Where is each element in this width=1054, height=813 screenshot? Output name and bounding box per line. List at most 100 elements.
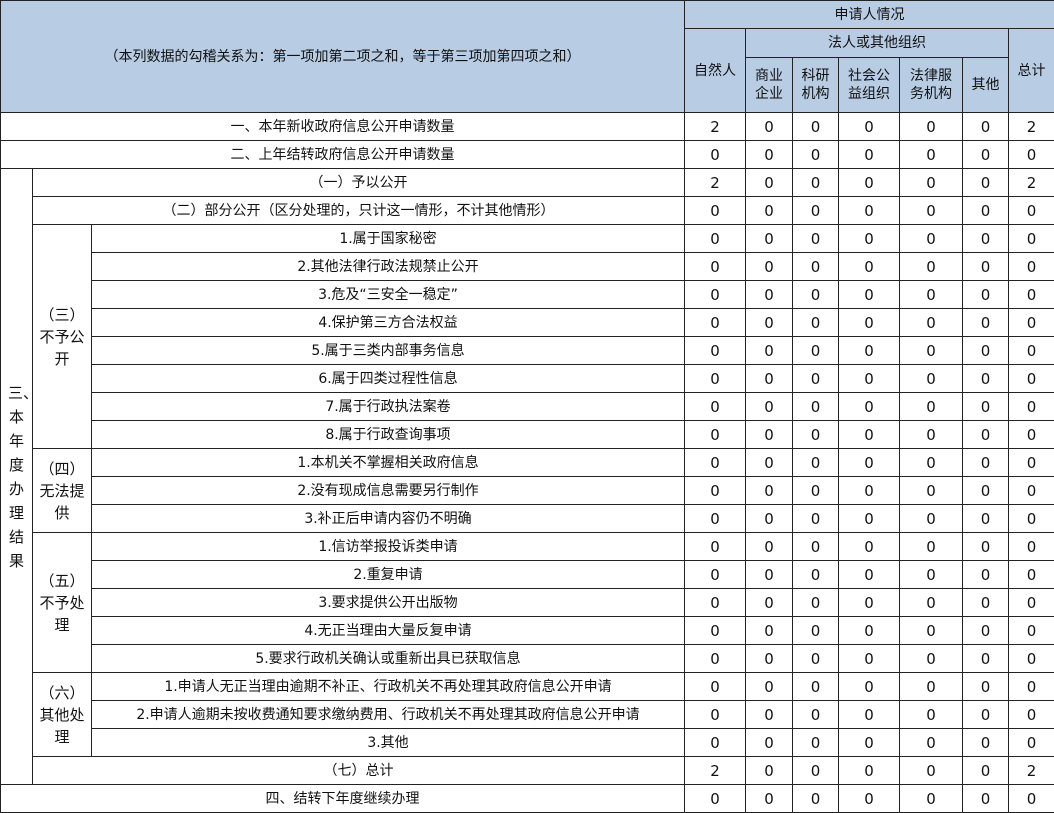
value-cell: 0	[838, 140, 900, 169]
value-cell: 2	[684, 756, 746, 785]
value-cell: 0	[684, 588, 746, 617]
value-cell: 0	[745, 616, 793, 645]
table-row: （三）不予公开 1.属于国家秘密 0 0 0 0 0 0 0	[1, 224, 1054, 449]
value-cell: 0	[1007, 644, 1054, 673]
value-cell: 0	[1007, 672, 1054, 701]
value-cell: 0	[962, 672, 1009, 701]
value-cell: 0	[684, 504, 746, 533]
value-cell: 0	[792, 168, 839, 197]
value-cell: 0	[899, 280, 963, 309]
value-cell: 0	[1007, 784, 1054, 813]
value-cell: 0	[838, 700, 900, 729]
value-cell: 0	[1007, 448, 1054, 477]
value-cell: 0	[792, 532, 839, 561]
value-cell: 0	[962, 644, 1009, 673]
value-cell: 0	[745, 196, 793, 225]
value-cell: 0	[792, 420, 839, 449]
value-cell: 0	[745, 644, 793, 673]
value-cell: 0	[838, 308, 900, 337]
value-cell: 0	[838, 784, 900, 813]
row-label: （二）部分公开（区分处理的，只计这一情形，不计其他情形）	[32, 196, 685, 225]
value-cell: 0	[792, 728, 839, 757]
value-cell: 0	[899, 224, 963, 253]
value-cell: 0	[745, 280, 793, 309]
value-cell: 0	[1007, 588, 1054, 617]
row-label: 2.重复申请	[91, 560, 685, 589]
value-cell: 0	[899, 672, 963, 701]
row-label: 3.要求提供公开出版物	[91, 588, 685, 617]
row-label: （一）予以公开	[32, 168, 685, 197]
value-cell: 0	[899, 476, 963, 505]
value-cell: 0	[899, 700, 963, 729]
value-cell: 0	[962, 476, 1009, 505]
value-cell: 0	[962, 700, 1009, 729]
value-cell: 0	[792, 616, 839, 645]
table-row: 3.危及“三安全一稳定” 0 0 0 0 0 0 0	[1, 280, 1054, 309]
value-cell: 0	[899, 532, 963, 561]
table-row: （六）其他处理 1.申请人无正当理由逾期不补正、行政机关不再处理其政府信息公开申请…	[1, 672, 1054, 757]
table-row: 7.属于行政执法案卷 0 0 0 0 0 0 0	[1, 392, 1054, 421]
group-label: （五）不予处理	[32, 532, 92, 673]
value-cell: 0	[792, 644, 839, 673]
table-row: 2.申请人逾期未按收费通知要求缴纳费用、行政机关不再处理其政府信息公开申请 0 0 0…	[1, 700, 1054, 729]
value-cell: 0	[899, 784, 963, 813]
value-cell: 0	[745, 700, 793, 729]
value-cell: 0	[1007, 364, 1054, 393]
value-cell: 0	[1007, 252, 1054, 281]
value-cell: 0	[962, 728, 1009, 757]
value-cell: 0	[684, 196, 746, 225]
group-label: （六）其他处理	[32, 672, 92, 757]
value-cell: 0	[684, 672, 746, 701]
value-cell: 0	[962, 784, 1009, 813]
value-cell: 0	[899, 560, 963, 589]
value-cell: 0	[745, 504, 793, 533]
value-cell: 0	[838, 196, 900, 225]
group-label: （四）无法提供	[32, 448, 92, 533]
value-cell: 0	[792, 448, 839, 477]
value-cell: 0	[962, 504, 1009, 533]
value-cell: 0	[899, 196, 963, 225]
value-cell: 0	[962, 392, 1009, 421]
value-cell: 0	[899, 252, 963, 281]
value-cell: 0	[899, 448, 963, 477]
value-cell: 0	[745, 672, 793, 701]
value-cell: 0	[684, 140, 746, 169]
value-cell: 0	[899, 112, 963, 141]
value-cell: 0	[745, 756, 793, 785]
table-row: 5.要求行政机关确认或重新出具已获取信息 0 0 0 0 0 0 0	[1, 644, 1054, 673]
row-label: 2.申请人逾期未按收费通知要求缴纳费用、行政机关不再处理其政府信息公开申请	[91, 700, 685, 729]
row-label: 6.属于四类过程性信息	[91, 364, 685, 393]
value-cell: 0	[899, 728, 963, 757]
table-row: （四）无法提供 1.本机关不掌握相关政府信息 0 0 0 0 0 0 0	[1, 448, 1054, 533]
row-label: 四、结转下年度继续办理	[0, 784, 685, 813]
row-label: 1.信访举报投诉类申请	[91, 532, 685, 561]
table-row: （七）总计 2 0 0 0 0 0 2	[1, 756, 1054, 785]
value-cell: 2	[1007, 168, 1054, 197]
value-cell: 0	[899, 336, 963, 365]
value-cell: 0	[745, 476, 793, 505]
table-row: 3.要求提供公开出版物 0 0 0 0 0 0 0	[1, 588, 1054, 617]
value-cell: 0	[1007, 336, 1054, 365]
value-cell: 0	[838, 616, 900, 645]
value-cell: 0	[792, 224, 839, 253]
value-cell: 0	[962, 308, 1009, 337]
value-cell: 0	[962, 364, 1009, 393]
row-label: 二、上年结转政府信息公开申请数量	[0, 140, 685, 169]
value-cell: 0	[1007, 476, 1054, 505]
value-cell: 0	[745, 364, 793, 393]
value-cell: 0	[792, 280, 839, 309]
value-cell: 0	[792, 700, 839, 729]
value-cell: 0	[745, 224, 793, 253]
value-cell: 0	[684, 560, 746, 589]
table-row: 5.属于三类内部事务信息 0 0 0 0 0 0 0	[1, 336, 1054, 365]
value-cell: 0	[838, 252, 900, 281]
value-cell: 0	[745, 336, 793, 365]
value-cell: 0	[684, 336, 746, 365]
table-row: 8.属于行政查询事项 0 0 0 0 0 0 0	[1, 420, 1054, 449]
value-cell: 0	[1007, 560, 1054, 589]
value-cell: 0	[962, 252, 1009, 281]
value-cell: 2	[684, 112, 746, 141]
value-cell: 0	[684, 280, 746, 309]
value-cell: 0	[1007, 280, 1054, 309]
